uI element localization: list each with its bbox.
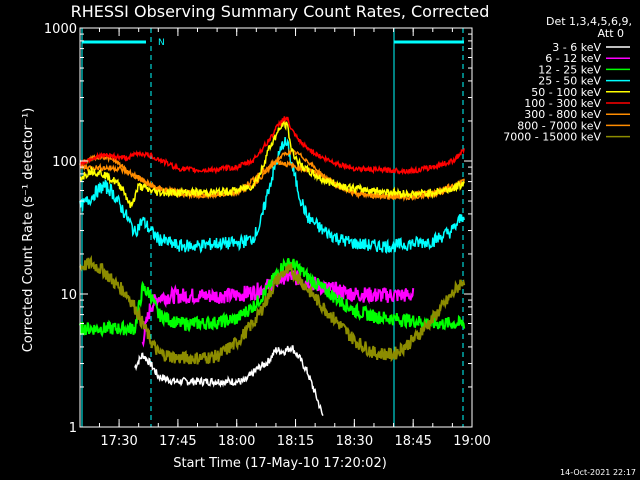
plot-area: N <box>78 28 466 427</box>
x-tick-label: 17:30 <box>100 434 137 449</box>
x-tick-label: 19:00 <box>453 434 490 449</box>
legend-label: 300 - 800 keV <box>524 108 601 121</box>
series-line <box>79 118 465 209</box>
x-tick-label: 18:45 <box>394 434 431 449</box>
legend-label: 25 - 50 keV <box>538 75 601 88</box>
series-line <box>79 147 465 202</box>
legend-label: 7000 - 15000 keV <box>503 131 601 144</box>
footer-timestamp: 14-Oct-2021 22:17 <box>560 468 636 477</box>
y-tick-label: 1 <box>69 421 77 436</box>
y-tick-label: 10 <box>60 288 77 303</box>
legend-header-line-2: Att 0 <box>598 27 624 40</box>
series-line <box>78 257 466 338</box>
legend-header-line-1: Det 1,3,4,5,6,9, <box>546 15 632 28</box>
axes: 17:30 17:45 18:00 18:15 18:30 18:45 19:00 1 10 10… <box>44 22 491 449</box>
y-tick-label: 1000 <box>44 22 77 37</box>
legend-label: 12 - 25 keV <box>538 63 601 76</box>
x-axis-label: Start Time (17-May-10 17:20:02) <box>173 456 387 471</box>
legend-label: 6 - 12 keV <box>545 52 601 65</box>
series-line <box>134 345 324 416</box>
legend-label: 100 - 300 keV <box>524 97 601 110</box>
y-tick-label: 100 <box>52 155 77 170</box>
legend-label: 3 - 6 keV <box>552 41 601 54</box>
x-tick-label: 17:45 <box>159 434 196 449</box>
series-line <box>79 254 466 365</box>
flag-n-label: N <box>158 38 165 48</box>
x-tick-label: 18:00 <box>218 434 255 449</box>
series-line <box>79 116 465 176</box>
x-tick-label: 18:15 <box>277 434 314 449</box>
y-axis-label: Corrected Count Rate (s⁻¹ detector⁻¹) <box>21 108 36 353</box>
chart-title: RHESSI Observing Summary Count Rates, Co… <box>71 2 490 21</box>
series-line <box>79 137 465 254</box>
x-tick-label: 18:30 <box>336 434 373 449</box>
legend-label: 800 - 7000 keV <box>517 119 601 132</box>
legend-label: 50 - 100 keV <box>531 86 601 99</box>
